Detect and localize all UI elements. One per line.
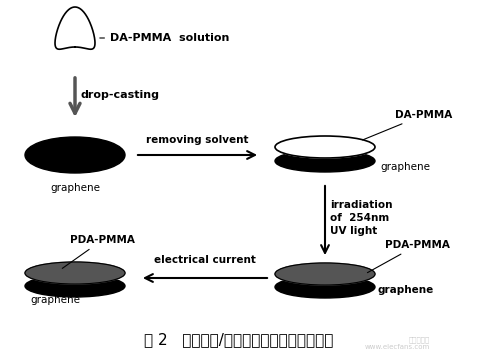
Text: PDA-PMMA: PDA-PMMA (368, 240, 450, 273)
Text: 图 2   聚二乙炔/石墨烯制备及电致变色过程: 图 2 聚二乙炔/石墨烯制备及电致变色过程 (144, 333, 334, 348)
Text: electrical current: electrical current (154, 255, 256, 265)
Text: graphene: graphene (30, 295, 80, 305)
Text: drop-casting: drop-casting (80, 90, 159, 100)
Text: irradiation
of  254nm
UV light: irradiation of 254nm UV light (330, 200, 392, 236)
Ellipse shape (275, 150, 375, 172)
Polygon shape (55, 7, 95, 49)
Text: removing solvent: removing solvent (146, 135, 248, 145)
Ellipse shape (25, 275, 125, 297)
Text: 电子发烧友
www.elecfans.com: 电子发烧友 www.elecfans.com (365, 337, 430, 350)
Ellipse shape (275, 276, 375, 298)
Text: DA-PMMA: DA-PMMA (363, 110, 452, 140)
Ellipse shape (25, 262, 125, 284)
Text: graphene: graphene (380, 162, 430, 172)
Ellipse shape (275, 263, 375, 285)
Text: PDA-PMMA: PDA-PMMA (62, 235, 135, 268)
Ellipse shape (25, 137, 125, 173)
Ellipse shape (275, 136, 375, 158)
Text: DA-PMMA  solution: DA-PMMA solution (100, 33, 229, 43)
Text: graphene: graphene (378, 285, 434, 295)
Text: graphene: graphene (50, 183, 100, 193)
